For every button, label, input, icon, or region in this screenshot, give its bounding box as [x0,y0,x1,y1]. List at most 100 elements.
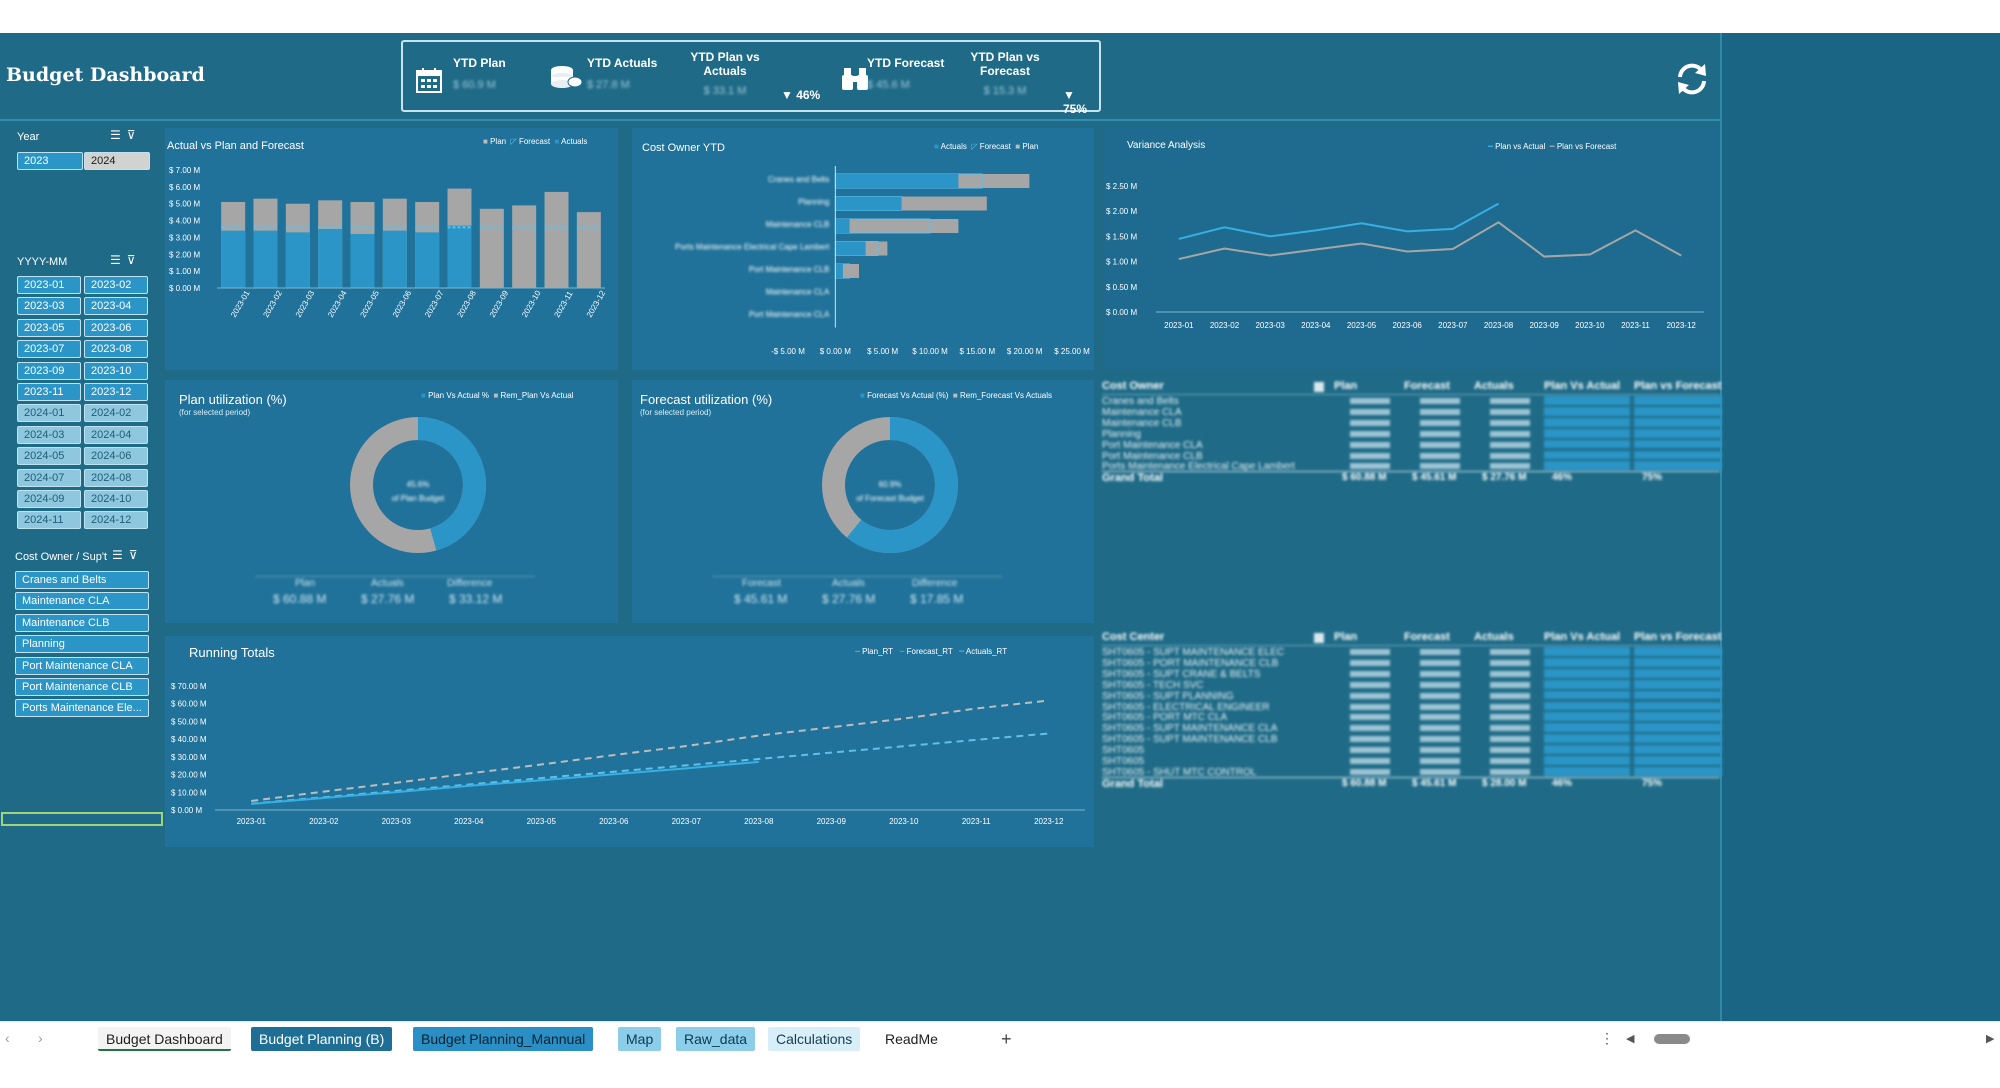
selected-cell[interactable] [1,812,163,826]
y-tick-label: Maintenance CLB [766,220,830,229]
y-tick-label: $ 1.00 M [1106,258,1137,267]
y-tick-label: Port Maintenance CLB [749,265,830,274]
slicer-item-2024-07[interactable]: 2024-07 [17,468,81,487]
table-cell-value [1490,670,1530,677]
table-cell-value [1420,736,1460,743]
donut-center-label: of Forecast Budget [856,494,924,503]
multi-select-icon[interactable]: ☰ [110,253,127,267]
table-cell-value [1420,768,1460,775]
divider [712,576,1002,577]
tab-map[interactable]: Map [618,1027,662,1051]
slicer-item-owner[interactable]: Port Maintenance CLB [15,678,149,696]
slicer-item-2024-08[interactable]: 2024-08 [84,468,148,487]
x-tick-label: 2023-12 [585,289,608,319]
slicer-item-2023-04[interactable]: 2023-04 [84,297,148,316]
more-options-icon[interactable]: ⋮ [1600,1030,1614,1046]
tab-budget-dashboard[interactable]: Budget Dashboard [98,1027,231,1051]
empty-sheet-area[interactable] [1720,33,2000,1021]
x-tick-label: 2023-08 [455,289,478,319]
horizontal-scrollbar-thumb[interactable] [1654,1034,1690,1044]
coins-icon [551,66,583,88]
slicer-item-2023-07[interactable]: 2023-07 [17,340,81,359]
databar-plan-vs-actual [1544,439,1630,449]
slicer-item-2023-02[interactable]: 2023-02 [84,276,148,294]
clear-filter-icon[interactable]: ⊽ [126,128,142,142]
table-row: SHT0605 - SUPT MAINTENANCE CLA [1102,723,1278,735]
databar-plan-vs-forecast [1634,439,1722,449]
add-sheet-button[interactable]: + [1001,1029,1012,1049]
slicer-item-2024-05[interactable]: 2024-05 [17,447,81,466]
slicer-controls[interactable]: ☰⊽ [112,548,144,562]
slicer-item-2024-04[interactable]: 2024-04 [84,425,148,444]
databar-plan-vs-actual [1544,647,1630,656]
slicer-controls[interactable]: ☰⊽ [110,128,142,142]
databar-plan-vs-actual [1544,745,1630,754]
table-total-value: 75% [1642,777,1663,789]
slicer-item-2024-11[interactable]: 2024-11 [17,511,81,530]
chart-legend: ■ Forecast Vs Actual (%) ■ Rem_Forecast … [860,391,1053,400]
kpi-label: YTD Plan [453,56,506,70]
slicer-item-2023-12[interactable]: 2023-12 [84,383,148,401]
donut-center-value: 60.9% [879,480,902,489]
legend-actuals-rt: Actuals_RT [965,647,1008,656]
y-tick-label: Planning [798,198,829,207]
slicer-item-owner[interactable]: Planning [15,635,149,654]
slicer-item-2024-03[interactable]: 2024-03 [17,425,81,444]
slicer-item-owner[interactable]: Maintenance CLB [15,613,149,632]
y-tick-label: Cranes and Belts [768,175,829,184]
y-tick-label: $ 7.00 M [169,166,200,175]
y-tick-label: Port Maintenance CLA [749,310,830,319]
slicer-item-2023-09[interactable]: 2023-09 [17,361,81,380]
databar-plan-vs-actual [1544,712,1630,722]
bar-actuals [835,241,866,256]
slicer-item-2024[interactable]: 2024 [84,152,150,170]
slicer-item-2023-08[interactable]: 2023-08 [84,340,148,359]
slicer-item-2024-06[interactable]: 2024-06 [84,447,148,466]
tab-budget-planning-b[interactable]: Budget Planning (B) [251,1027,393,1051]
slicer-item-2024-01[interactable]: 2024-01 [17,404,81,423]
scroll-left-icon[interactable]: ‹ [5,1030,10,1046]
databar-plan-vs-forecast [1634,396,1722,405]
refresh-icon[interactable] [1673,60,1711,98]
y-tick-label: $ 0.00 M [169,284,200,293]
slicer-item-2023-03[interactable]: 2023-03 [17,297,81,316]
slicer-item-2023-05[interactable]: 2023-05 [17,318,81,337]
table-cell-value [1350,692,1390,699]
slicer-item-2024-09[interactable]: 2024-09 [17,490,81,508]
slicer-item-2023-06[interactable]: 2023-06 [84,318,148,337]
x-tick-label: $ 20.00 M [1007,347,1043,356]
slicer-item-2023-01[interactable]: 2023-01 [17,276,81,294]
legend-item: Rem_Plan Vs Actual [500,391,574,400]
slicer-item-2024-12[interactable]: 2024-12 [84,511,148,530]
y-tick-label: $ 1.00 M [169,267,200,276]
clear-filter-icon[interactable]: ⊽ [126,253,142,267]
slicer-item-owner[interactable]: Port Maintenance CLA [15,656,149,675]
tab-raw-data[interactable]: Raw_data [676,1027,756,1051]
hscroll-left-icon[interactable]: ◀ [1626,1033,1635,1045]
clear-filter-icon[interactable]: ⊽ [128,548,144,562]
tab-calculations[interactable]: Calculations [768,1027,861,1051]
multi-select-icon[interactable]: ☰ [110,128,127,142]
bar-actuals [350,234,375,288]
hscroll-right-icon[interactable]: ▶ [1986,1033,1995,1045]
tab-budget-planning-mannual[interactable]: Budget Planning_Mannual [413,1027,594,1051]
slicer-item-2023-10[interactable]: 2023-10 [84,361,148,380]
slicer-item-owner[interactable]: Maintenance CLA [15,592,149,611]
slicer-controls[interactable]: ☰⊽ [110,253,142,267]
line-plan-vs-forecast [1178,221,1682,261]
scroll-right-icon[interactable]: › [38,1030,43,1046]
x-tick-label: 2023-04 [454,817,484,826]
table-total-value: $ 27.76 M [1482,472,1527,484]
slicer-item-2023[interactable]: 2023 [17,152,83,170]
slicer-item-owner[interactable]: Ports Maintenance Ele... [15,699,149,718]
slicer-item-2024-02[interactable]: 2024-02 [84,404,148,423]
table-cell-value [1350,659,1390,666]
slicer-item-2023-11[interactable]: 2023-11 [17,383,81,401]
slicer-item-2024-10[interactable]: 2024-10 [84,490,148,508]
legend-plan-rt: Plan_RT [862,647,893,656]
tab-readme[interactable]: ReadMe [885,1031,938,1047]
multi-select-icon[interactable]: ☰ [112,548,129,562]
footer-label: Plan [295,578,316,589]
x-tick-label: 2023-01 [237,817,267,826]
slicer-item-owner[interactable]: Cranes and Belts [15,571,149,589]
